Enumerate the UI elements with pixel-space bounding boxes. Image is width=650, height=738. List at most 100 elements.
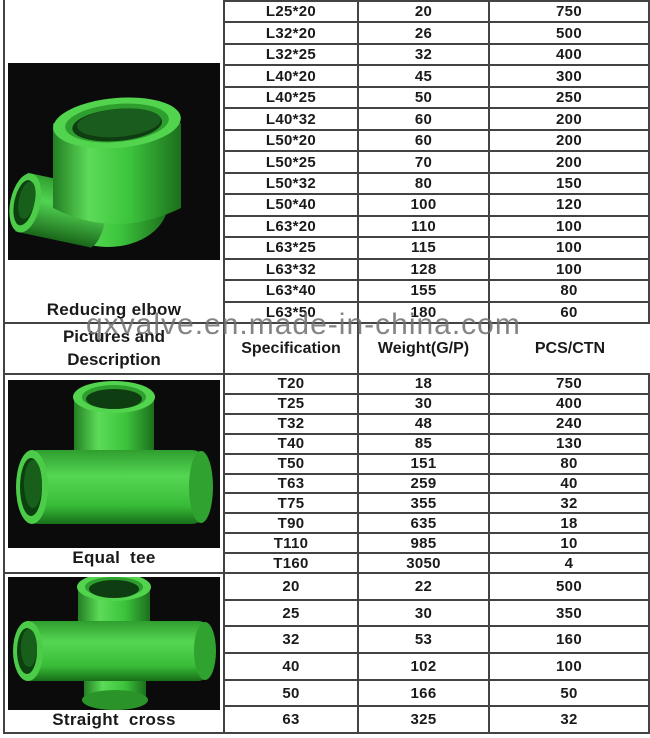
table-cell: 500 (488, 23, 648, 43)
table-cell: 30 (357, 600, 488, 626)
table-cell: 53 (357, 627, 488, 653)
table-cell: 750 (488, 2, 648, 22)
table-cell: L50*25 (265, 153, 317, 171)
table-cell: T75 (277, 494, 305, 512)
table-cell: 100 (357, 195, 488, 215)
equal-tee-picture-cell: Equal tee (3, 375, 225, 572)
table-cell: 115 (357, 238, 488, 258)
table-cell: L32*25 (265, 46, 317, 64)
table-cell: T25 (277, 395, 305, 413)
table-cell: 100 (488, 216, 648, 237)
table-row: T32 48 240 (225, 412, 648, 433)
equal-tee-label: Equal tee (72, 548, 156, 567)
table-cell: L63*32 (265, 260, 317, 278)
table-row: L40*20 45 300 (225, 64, 648, 86)
table-cell: 350 (488, 600, 648, 626)
equal-tee-photo (8, 380, 220, 548)
pcs-ctn-header: PCS/CTN (488, 324, 650, 373)
table-row: L50*32 80 150 (225, 171, 648, 194)
table-cell: L32*20 (265, 24, 317, 42)
table-cell: 80 (488, 281, 648, 301)
equal-tee-section: Equal tee T20 18 750 T25 30 400 T32 48 240 T40 85 1… (3, 375, 650, 573)
table-cell: 166 (357, 680, 488, 706)
table-cell: 120 (488, 195, 648, 215)
table-cell: 45 (357, 66, 488, 86)
table-cell: 100 (488, 654, 648, 679)
straight-cross-table: 20 22 500 25 30 350 32 53 160 40 102 100 50 166 50 63 32… (225, 574, 650, 733)
reducing-elbow-table: L25*20 20 750 L32*20 26 500 L32*25 32 400 L40*20 4… (225, 0, 650, 323)
table-row: T50 151 80 (225, 452, 648, 473)
table-row: T20 18 750 (225, 375, 648, 393)
table-cell: 985 (357, 534, 488, 553)
specification-header: Specification (241, 339, 341, 357)
table-cell: 200 (488, 109, 648, 129)
table-cell: 50 (282, 684, 300, 702)
table-cell: 32 (488, 707, 648, 733)
table-cell: 40 (282, 657, 300, 675)
straight-cross-picture-cell: Straight cross (3, 574, 225, 732)
table-row: 40 102 100 (225, 652, 648, 679)
straight-cross-section: Straight cross 20 22 500 25 30 350 32 53 160 40 10… (3, 572, 650, 734)
equal-tee-table: T20 18 750 T25 30 400 T32 48 240 T40 85 130 T50 151 80… (225, 375, 650, 573)
table-row: L32*20 26 500 (225, 21, 648, 43)
table-row: L50*20 60 200 (225, 128, 648, 151)
table-cell: 26 (357, 23, 488, 43)
header-pictures-line1: Pictures and (62, 326, 166, 346)
table-cell: 60 (357, 130, 488, 151)
pictures-description-header: Pictures and Description (3, 324, 225, 373)
table-cell: 85 (357, 434, 488, 453)
table-cell: L50*32 (265, 174, 317, 192)
table-cell: 32 (282, 631, 300, 649)
table-cell: 250 (488, 87, 648, 108)
table-cell: L63*25 (265, 239, 317, 257)
table-cell: 4 (488, 554, 648, 573)
table-row: T160 3050 4 (225, 552, 648, 573)
table-cell: 155 (357, 281, 488, 301)
table-cell: 160 (488, 627, 648, 653)
table-cell: T160 (273, 554, 309, 572)
table-cell: 32 (357, 44, 488, 65)
table-row: T25 30 400 (225, 392, 648, 413)
table-cell: L63*20 (265, 217, 317, 235)
table-cell: 180 (357, 302, 488, 323)
table-cell: 22 (357, 574, 488, 599)
weight-header: Weight(G/P) (357, 324, 488, 373)
straight-cross-photo (8, 577, 220, 710)
table-cell: 400 (488, 44, 648, 65)
straight-cross-label: Straight cross (52, 710, 176, 729)
table-cell: L50*20 (265, 132, 317, 150)
table-row: 50 166 50 (225, 678, 648, 706)
table-row: 63 325 32 (225, 705, 648, 733)
table-cell: 300 (488, 66, 648, 86)
table-cell: 25 (282, 604, 300, 622)
table-cell: 50 (488, 680, 648, 706)
table-cell: 325 (357, 707, 488, 733)
reducing-elbow-section: Reducing elbow L25*20 20 750 L32*20 26 500 L32… (3, 0, 650, 323)
table-row: T75 355 32 (225, 492, 648, 513)
table-row: L63*20 110 100 (225, 214, 648, 237)
table-row: L50*25 70 200 (225, 150, 648, 172)
table-cell: 100 (488, 238, 648, 258)
table-cell: 110 (357, 216, 488, 237)
table-row: 20 22 500 (225, 574, 648, 599)
table-cell: 18 (488, 514, 648, 533)
table-cell: L40*20 (265, 67, 317, 85)
table-cell: T50 (277, 455, 305, 473)
straight-cross-image (13, 577, 216, 710)
table-cell: 750 (488, 375, 648, 393)
table-cell: 240 (488, 414, 648, 433)
table-cell: T20 (277, 375, 305, 393)
table-cell: 400 (488, 394, 648, 413)
table-cell: 60 (488, 302, 648, 323)
table-cell: 80 (357, 173, 488, 194)
table-cell: T90 (277, 514, 305, 532)
table-row: L32*25 32 400 (225, 42, 648, 65)
table-cell: 130 (488, 434, 648, 453)
table-row: 25 30 350 (225, 598, 648, 626)
table-row: L25*20 20 750 (225, 2, 648, 22)
table-cell: 151 (357, 454, 488, 473)
table-row: T90 635 18 (225, 512, 648, 533)
reducing-elbow-image (9, 97, 181, 248)
table-cell: 70 (357, 152, 488, 172)
